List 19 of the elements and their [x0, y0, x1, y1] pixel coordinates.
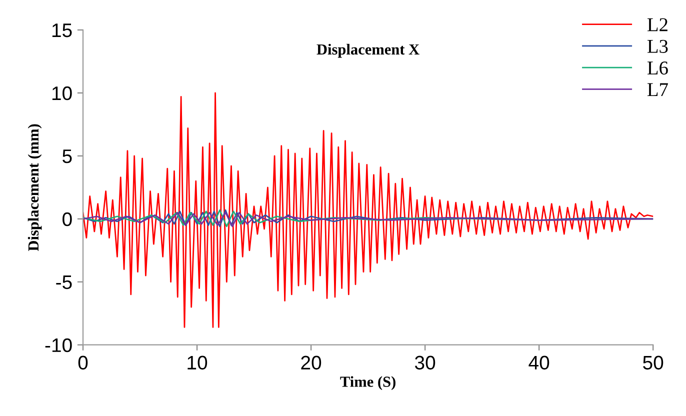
x-tick-label: 0 [78, 356, 88, 370]
x-tick-label: 20 [301, 356, 322, 370]
x-axis-title: Time (S) [340, 376, 396, 390]
y-tick-label: -10 [45, 338, 72, 352]
x-tick-label: 50 [643, 356, 664, 370]
y-tick-label: 15 [52, 24, 72, 38]
x-tick-label: 10 [188, 356, 208, 370]
legend-label: L3 [647, 40, 668, 53]
y-axis-title: Displacement (mm) [28, 124, 42, 251]
legend-label: L2 [647, 18, 668, 32]
legend-label: L7 [647, 83, 668, 96]
y-tick-label: 10 [52, 86, 72, 100]
legend-label: L6 [647, 62, 668, 75]
text: Displacement X [316, 44, 420, 58]
y-tick-label: 0 [62, 212, 72, 226]
y-tick-label: 5 [62, 150, 72, 164]
x-tick-label: 30 [414, 356, 436, 370]
y-tick-label: -5 [56, 276, 72, 290]
x-tick-label: 40 [528, 356, 550, 370]
